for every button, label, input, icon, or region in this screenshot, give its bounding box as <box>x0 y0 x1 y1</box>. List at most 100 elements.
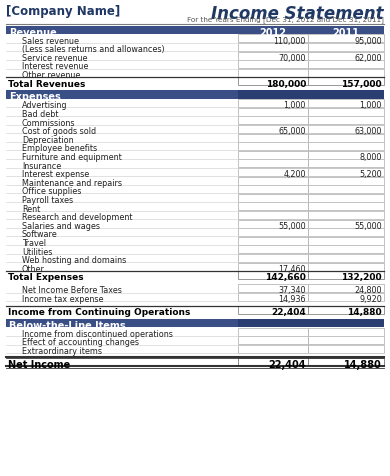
Bar <box>238 285 307 293</box>
Text: Below-the-Line Items: Below-the-Line Items <box>9 320 126 330</box>
Text: 2011: 2011 <box>333 28 360 38</box>
Bar <box>238 117 307 125</box>
Text: 110,000: 110,000 <box>274 37 306 46</box>
Text: Employee benefits: Employee benefits <box>22 144 97 153</box>
Text: Total Revenues: Total Revenues <box>8 79 85 89</box>
Text: 14,936: 14,936 <box>278 294 306 303</box>
Text: 157,000: 157,000 <box>341 79 382 89</box>
Bar <box>308 126 383 134</box>
Bar <box>238 143 307 151</box>
Bar <box>308 345 383 353</box>
Bar <box>238 69 307 78</box>
Text: For the Years Ending [Dec 31, 2012 and Dec 31, 2011]: For the Years Ending [Dec 31, 2012 and D… <box>187 16 384 23</box>
Text: Salaries and wages: Salaries and wages <box>22 221 100 230</box>
Bar <box>238 306 307 314</box>
Bar <box>238 203 307 211</box>
Text: Interest revenue: Interest revenue <box>22 62 89 71</box>
Text: 55,000: 55,000 <box>355 221 382 230</box>
Text: Net Income: Net Income <box>8 359 70 369</box>
Text: Bad debt: Bad debt <box>22 109 58 119</box>
Bar <box>238 78 307 86</box>
Text: Office supplies: Office supplies <box>22 187 82 196</box>
Text: 95,000: 95,000 <box>355 37 382 46</box>
Text: Insurance: Insurance <box>22 161 61 170</box>
Text: 22,404: 22,404 <box>268 359 306 369</box>
Bar <box>238 151 307 159</box>
Bar <box>238 91 384 99</box>
Text: (Less sales returns and allowances): (Less sales returns and allowances) <box>22 45 165 54</box>
Bar <box>308 285 383 293</box>
Bar <box>238 126 307 134</box>
Bar <box>6 319 384 327</box>
Bar <box>308 358 383 366</box>
Bar <box>308 328 383 336</box>
Text: Service revenue: Service revenue <box>22 54 87 63</box>
Bar <box>238 328 307 336</box>
Bar <box>308 44 383 52</box>
Text: 37,340: 37,340 <box>278 286 306 295</box>
Text: Advertising: Advertising <box>22 101 67 110</box>
Bar <box>308 117 383 125</box>
Bar <box>308 263 383 271</box>
Bar <box>308 52 383 60</box>
Text: Total Expenses: Total Expenses <box>8 273 83 282</box>
Bar <box>308 337 383 345</box>
Bar <box>308 143 383 151</box>
Bar <box>308 35 383 43</box>
Text: Commissions: Commissions <box>22 118 76 127</box>
Text: Income from Continuing Operations: Income from Continuing Operations <box>8 307 190 317</box>
Bar <box>238 254 307 262</box>
Bar <box>238 169 307 177</box>
Text: Cost of goods sold: Cost of goods sold <box>22 127 96 136</box>
Text: 24,800: 24,800 <box>355 286 382 295</box>
Bar <box>238 177 307 185</box>
Text: 180,000: 180,000 <box>266 79 306 89</box>
Text: 8,000: 8,000 <box>360 153 382 161</box>
Text: Income from discontinued operations: Income from discontinued operations <box>22 329 173 338</box>
Bar <box>238 109 307 117</box>
Bar <box>308 254 383 262</box>
Text: Rent: Rent <box>22 204 40 213</box>
Text: 63,000: 63,000 <box>355 127 382 136</box>
Bar <box>308 151 383 159</box>
Text: 142,660: 142,660 <box>265 273 306 282</box>
Bar <box>6 27 384 35</box>
Bar <box>238 237 307 245</box>
Text: Other: Other <box>22 264 45 273</box>
Text: 14,880: 14,880 <box>344 359 382 369</box>
Bar <box>238 345 307 353</box>
Bar <box>238 337 307 345</box>
Text: Income tax expense: Income tax expense <box>22 294 103 303</box>
Text: Extraordinary items: Extraordinary items <box>22 346 102 355</box>
Text: 2012: 2012 <box>259 28 287 38</box>
Bar <box>238 61 307 69</box>
Text: 17,460: 17,460 <box>278 264 306 273</box>
Bar <box>308 211 383 219</box>
Text: Effect of accounting changes: Effect of accounting changes <box>22 337 139 347</box>
Bar <box>308 293 383 301</box>
Text: Income Statement: Income Statement <box>211 5 384 23</box>
Bar <box>308 237 383 245</box>
Bar <box>238 263 307 271</box>
Bar <box>6 91 384 99</box>
Bar <box>308 177 383 185</box>
Bar <box>308 160 383 168</box>
Bar <box>308 61 383 69</box>
Text: Travel: Travel <box>22 238 46 248</box>
Text: Revenue: Revenue <box>9 28 57 38</box>
Bar <box>238 271 307 279</box>
Text: [Company Name]: [Company Name] <box>6 5 120 18</box>
Bar <box>238 319 384 327</box>
Bar <box>238 228 307 237</box>
Text: Research and development: Research and development <box>22 213 133 222</box>
Bar <box>238 100 307 108</box>
Text: 55,000: 55,000 <box>278 221 306 230</box>
Bar <box>238 358 307 366</box>
Bar <box>308 169 383 177</box>
Text: 65,000: 65,000 <box>278 127 306 136</box>
Text: 9,920: 9,920 <box>359 294 382 303</box>
Text: 5,200: 5,200 <box>359 170 382 178</box>
Text: Depreciation: Depreciation <box>22 135 74 144</box>
Text: Sales revenue: Sales revenue <box>22 37 79 46</box>
Text: Payroll taxes: Payroll taxes <box>22 196 73 205</box>
